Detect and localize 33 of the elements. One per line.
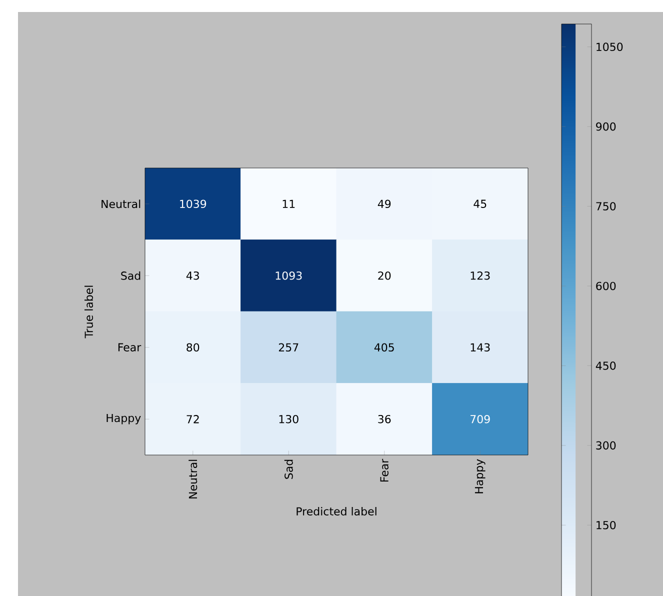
data-label: 45	[474, 200, 486, 208]
data-label: 49	[378, 200, 391, 208]
data-label: 257	[278, 343, 298, 352]
y-tick-label: Fear	[118, 343, 142, 352]
x-axis-title: Predicted label	[296, 507, 376, 516]
data-label: 36	[378, 414, 391, 424]
y-axis-title: True label	[84, 286, 94, 338]
color-bar-label: 300	[596, 441, 616, 450]
data-label: 1093	[276, 271, 302, 280]
color-bar-label: 1050	[596, 42, 623, 52]
data-label: 123	[470, 271, 490, 280]
data-label: 1039	[180, 200, 206, 208]
x-tick-label: Sad	[284, 460, 293, 479]
data-label: 11	[282, 200, 295, 208]
color-bar-label: 450	[596, 362, 616, 370]
color-bar-label: 600	[596, 282, 616, 290]
data-label: 405	[374, 343, 394, 352]
data-label: 143	[470, 343, 490, 352]
data-label: 43	[186, 271, 199, 280]
y-tick-label: Happy	[106, 414, 141, 424]
x-tick-label: Neutral	[188, 460, 198, 498]
data-label: 72	[186, 415, 199, 424]
x-tick-label: Happy	[474, 459, 486, 494]
data-label: 130	[279, 414, 298, 424]
y-tick-label: Sad	[121, 271, 140, 280]
x-tick-label: Fear	[380, 458, 388, 482]
data-label: 709	[470, 414, 490, 424]
color-bar-label: 150	[596, 520, 616, 530]
color-bar-label: 750	[596, 202, 616, 210]
y-tick-label: Neutral	[102, 200, 140, 208]
data-label: 20	[378, 271, 391, 280]
color-bar-label: 900	[596, 122, 616, 131]
data-label: 80	[186, 343, 200, 352]
